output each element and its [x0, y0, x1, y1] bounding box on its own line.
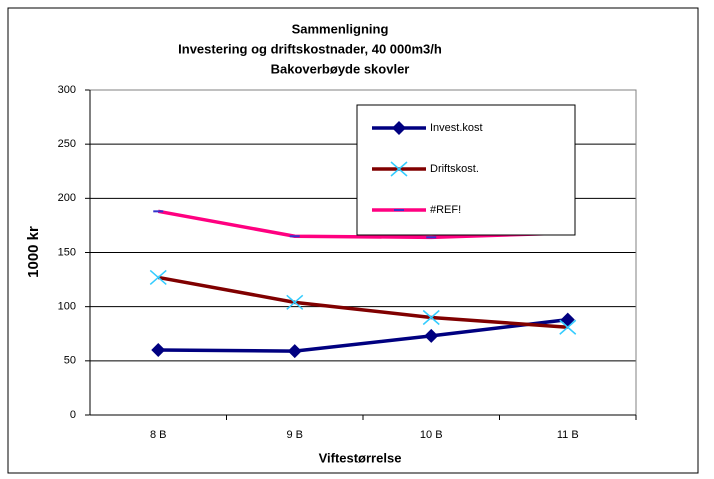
chart-title: Sammenligning [292, 21, 389, 36]
y-tick-label: 0 [70, 409, 76, 421]
series-line [157, 275, 568, 329]
x-tick-label: 10 B [420, 429, 443, 441]
x-axis-label: Viftestørrelse [319, 450, 402, 465]
marker [422, 309, 440, 326]
marker [287, 344, 302, 359]
chart-border [7, 7, 699, 474]
legend-label: Invest.kost [430, 122, 483, 134]
marker [560, 312, 575, 327]
legend-label: Driftskost. [430, 163, 479, 175]
legend-label: #REF! [430, 204, 461, 216]
marker [392, 121, 406, 135]
y-tick-label: 250 [58, 138, 76, 150]
y-tick-label: 200 [58, 192, 76, 204]
x-tick-label: 9 B [286, 429, 303, 441]
y-tick-label: 50 [64, 355, 76, 367]
x-tick-label: 11 B [557, 429, 579, 441]
series-line [158, 317, 568, 353]
marker [559, 319, 577, 335]
marker [424, 328, 439, 343]
chart-subtitle: Investering og driftskostnader, 40 000m3… [178, 41, 442, 56]
marker [149, 269, 167, 285]
marker [390, 161, 408, 177]
marker [286, 294, 304, 310]
x-tick-label: 8 B [150, 429, 167, 441]
y-tick-label: 300 [58, 84, 76, 96]
chart-subtitle: Bakoverbøyde skovler [271, 61, 410, 76]
y-tick-label: 100 [58, 301, 76, 313]
y-tick-label: 150 [58, 246, 76, 258]
marker [151, 343, 166, 357]
y-axis-label: 1000 kr [25, 226, 42, 278]
